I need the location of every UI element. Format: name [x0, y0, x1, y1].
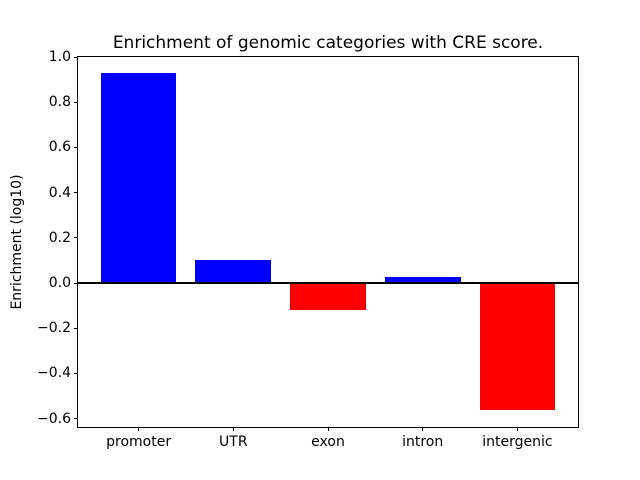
x-tick-mark	[138, 427, 140, 431]
x-tick-label-intron: intron	[402, 434, 444, 450]
plot-area	[77, 56, 579, 428]
bar-promoter	[100, 72, 177, 283]
x-tick-label-intergenic: intergenic	[482, 434, 553, 450]
y-tick-mark	[74, 282, 78, 284]
x-tick-mark	[516, 427, 518, 431]
y-tick-label: 1.0	[48, 49, 71, 65]
y-tick-mark	[74, 418, 78, 420]
x-tick-label-UTR: UTR	[219, 434, 248, 450]
y-tick-mark	[74, 146, 78, 148]
bar-intergenic	[479, 283, 556, 410]
y-tick-mark	[74, 101, 78, 103]
y-tick-mark	[74, 56, 78, 58]
y-tick-label: −0.4	[37, 365, 71, 382]
chart-title: Enrichment of genomic categories with CR…	[112, 33, 544, 53]
x-tick-label-promoter: promoter	[106, 434, 172, 450]
bar-UTR	[195, 260, 272, 283]
bar-intron	[384, 277, 461, 284]
x-tick-mark	[422, 427, 424, 431]
y-tick-label: −0.6	[37, 410, 71, 427]
y-tick-mark	[74, 192, 78, 194]
bar-exon	[290, 283, 366, 311]
y-tick-label: 0.0	[48, 275, 71, 291]
y-tick-label: 0.8	[48, 94, 71, 111]
y-tick-mark	[74, 372, 78, 374]
y-tick-mark	[74, 237, 78, 239]
x-tick-mark	[232, 427, 234, 431]
y-tick-mark	[74, 327, 78, 329]
x-tick-mark	[327, 427, 329, 431]
zero-line	[78, 282, 578, 284]
y-tick-label: −0.2	[37, 320, 71, 337]
x-tick-label-exon: exon	[311, 434, 345, 450]
y-tick-label: 0.4	[48, 184, 71, 201]
y-tick-label: 0.6	[48, 139, 71, 156]
y-tick-label: 0.2	[48, 229, 71, 246]
